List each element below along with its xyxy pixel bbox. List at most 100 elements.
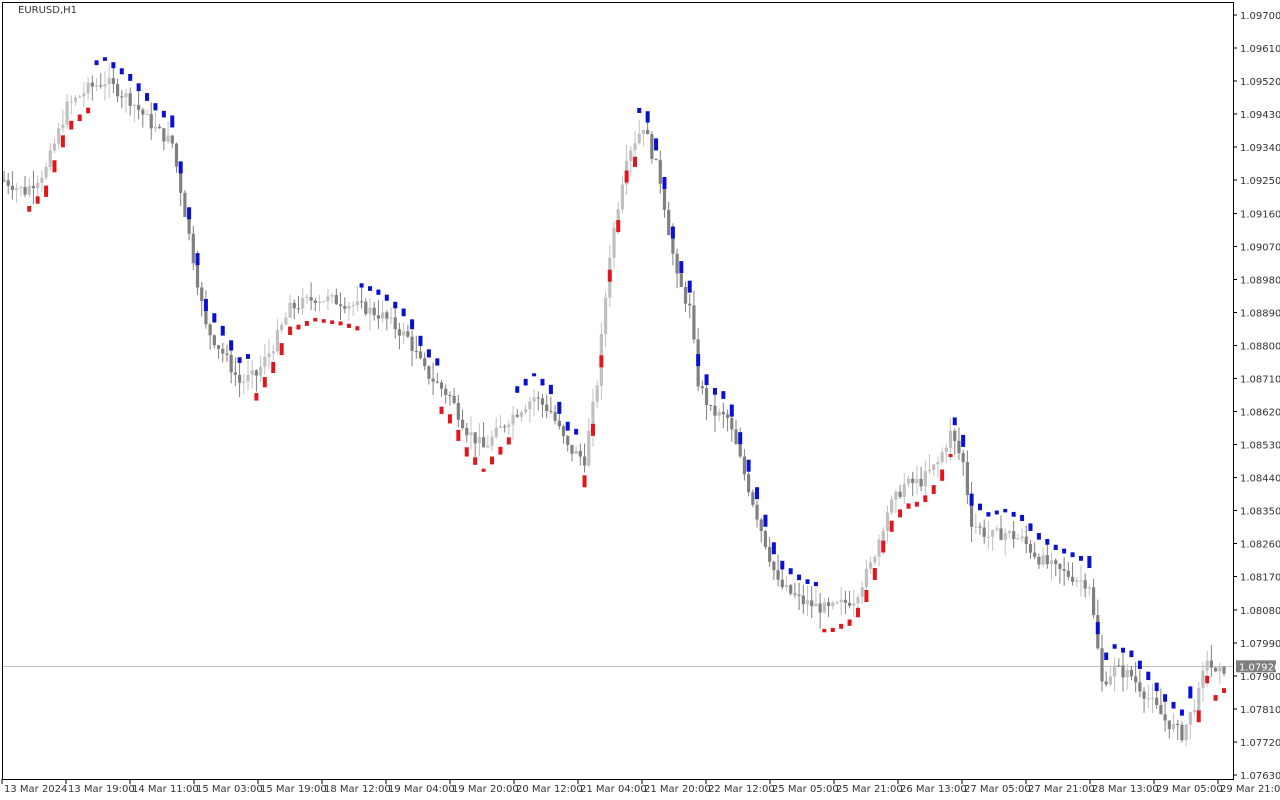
candle-body bbox=[246, 374, 250, 382]
indicator-down-mark bbox=[771, 542, 776, 555]
indicator-down-mark bbox=[574, 428, 579, 435]
candle-body bbox=[1037, 556, 1041, 565]
candle-body bbox=[1075, 580, 1079, 582]
candle-body bbox=[650, 134, 654, 159]
symbol-title: EURUSD,H1 bbox=[18, 5, 77, 16]
candle-body bbox=[237, 374, 242, 383]
candle-body bbox=[99, 85, 103, 87]
indicator-down-mark bbox=[410, 319, 415, 330]
indicator-down-mark bbox=[418, 335, 423, 346]
indicator-down-mark bbox=[978, 503, 982, 511]
indicator-up-mark bbox=[254, 393, 259, 401]
candle-body bbox=[166, 135, 170, 142]
indicator-down-mark bbox=[1129, 650, 1134, 658]
indicator-up-mark bbox=[590, 423, 595, 436]
candle-body bbox=[810, 600, 814, 607]
indicator-down-mark bbox=[961, 434, 966, 447]
indicator-down-mark bbox=[548, 384, 553, 395]
candle-body bbox=[162, 128, 166, 142]
candle-body bbox=[503, 426, 507, 428]
candle-body bbox=[667, 209, 671, 236]
candle-body bbox=[481, 437, 486, 448]
candle-body bbox=[90, 82, 94, 87]
candle-body bbox=[991, 529, 995, 537]
candle-body bbox=[1108, 676, 1113, 685]
y-tick-label: 1.08890 bbox=[1240, 308, 1280, 319]
candle-body bbox=[36, 182, 40, 189]
candle-body bbox=[528, 401, 532, 410]
x-tick-label: 29 Mar 21:00 bbox=[1220, 784, 1280, 795]
candle-body bbox=[1142, 691, 1146, 699]
indicator-up-mark bbox=[872, 567, 877, 580]
candle-body bbox=[94, 85, 99, 87]
indicator-down-mark bbox=[111, 62, 116, 69]
y-tick-label: 1.08530 bbox=[1240, 441, 1280, 452]
indicator-down-mark bbox=[1053, 544, 1058, 550]
candle-body bbox=[359, 301, 364, 303]
candle-body bbox=[124, 93, 128, 97]
indicator-up-mark bbox=[44, 185, 49, 197]
indicator-up-mark bbox=[856, 607, 860, 618]
candle-body bbox=[158, 126, 162, 129]
candle-body bbox=[372, 307, 376, 316]
y-tick-label: 1.09340 bbox=[1240, 143, 1280, 154]
trend-indicator bbox=[27, 57, 1226, 723]
candle-body bbox=[229, 354, 233, 373]
x-tick-label: 21 Mar 20:00 bbox=[644, 784, 711, 795]
candle-body bbox=[826, 602, 831, 607]
candle-body bbox=[1058, 564, 1062, 569]
candle-body bbox=[490, 436, 494, 446]
candle-body bbox=[999, 528, 1003, 540]
candle-body bbox=[776, 570, 780, 580]
indicator-down-mark bbox=[662, 176, 667, 189]
indicator-up-mark bbox=[582, 475, 587, 488]
candle-body bbox=[69, 101, 73, 103]
indicator-up-mark bbox=[271, 361, 276, 374]
candle-body bbox=[763, 531, 768, 547]
candle-body bbox=[890, 499, 894, 513]
indicator-up-mark bbox=[847, 619, 852, 626]
y-tick-label: 1.08260 bbox=[1240, 540, 1280, 551]
candle-body bbox=[1197, 688, 1201, 711]
candle-body bbox=[414, 350, 418, 352]
candle-body bbox=[974, 526, 978, 528]
candle-body bbox=[1033, 552, 1037, 557]
candle-body bbox=[957, 440, 961, 454]
candle-body bbox=[263, 356, 267, 367]
indicator-down-mark bbox=[557, 401, 562, 414]
candle-body bbox=[1079, 580, 1083, 582]
candle-body bbox=[936, 461, 940, 465]
y-tick-label: 1.09520 bbox=[1240, 77, 1280, 88]
y-tick-label: 1.08440 bbox=[1240, 474, 1280, 485]
candle-body bbox=[986, 536, 991, 538]
candle-body bbox=[435, 381, 439, 383]
candle-body bbox=[1218, 666, 1222, 672]
indicator-up-mark bbox=[889, 520, 894, 532]
indicator-down-mark bbox=[986, 512, 991, 517]
indicator-down-mark bbox=[1163, 694, 1168, 702]
indicator-down-mark bbox=[1003, 508, 1008, 513]
candle-body bbox=[6, 180, 10, 186]
candle-body bbox=[187, 217, 191, 234]
current-price-badge bbox=[1236, 660, 1276, 673]
candle-body bbox=[61, 124, 65, 129]
candle-body bbox=[1020, 536, 1024, 539]
candle-body bbox=[587, 430, 591, 466]
candle-body bbox=[1016, 538, 1020, 540]
candle-body bbox=[275, 329, 280, 352]
candle-body bbox=[894, 491, 898, 500]
candle-body bbox=[469, 432, 473, 436]
candle-body bbox=[982, 527, 986, 537]
current-price-value: 1.07926 bbox=[1239, 662, 1280, 673]
y-tick-label: 1.08620 bbox=[1240, 408, 1280, 419]
indicator-down-mark bbox=[153, 103, 158, 111]
candle-body bbox=[170, 135, 174, 144]
x-tick-label: 29 Mar 05:00 bbox=[1156, 784, 1223, 795]
candle-body bbox=[465, 427, 469, 436]
candle-body bbox=[725, 414, 730, 419]
candle-body bbox=[216, 345, 221, 349]
candle-body bbox=[532, 397, 536, 402]
candle-body bbox=[789, 584, 793, 594]
